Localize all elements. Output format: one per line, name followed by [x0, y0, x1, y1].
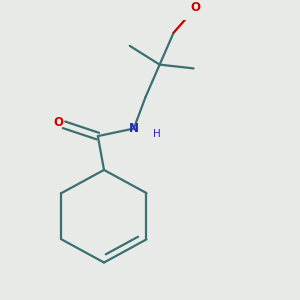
Text: N: N: [129, 122, 139, 135]
Text: O: O: [53, 116, 63, 129]
Text: H: H: [153, 129, 161, 139]
Text: O: O: [190, 1, 200, 14]
